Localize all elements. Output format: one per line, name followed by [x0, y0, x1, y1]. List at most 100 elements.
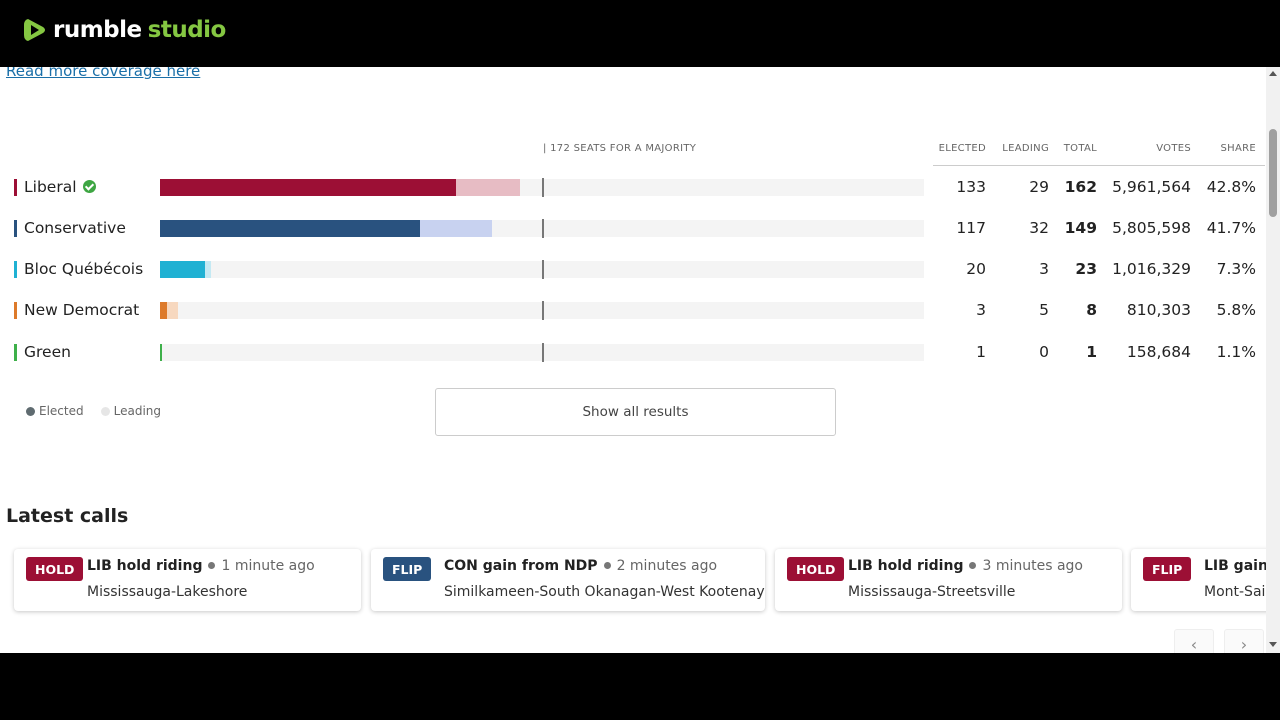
vote-count: 158,684 — [1126, 343, 1191, 361]
party-color-flag — [14, 179, 17, 196]
party-color-flag — [14, 220, 17, 237]
majority-marker — [542, 219, 545, 238]
call-time: 1 minute ago — [221, 558, 315, 574]
party-row: Bloc Québécois 20 3 23 1,016,329 7.3% — [0, 255, 1265, 285]
logo-word-rumble: rumble — [53, 17, 142, 43]
call-time: 2 minutes ago — [616, 558, 718, 574]
call-headline: LIB hold riding 1 minute ago — [87, 558, 315, 574]
majority-marker — [542, 301, 545, 320]
call-headline: LIB gain — [1204, 558, 1268, 574]
total-count: 1 — [1086, 343, 1097, 361]
carousel-next-button[interactable]: › — [1224, 629, 1264, 653]
seat-bar-elected — [160, 344, 163, 361]
call-type-badge: FLIP — [1143, 557, 1192, 581]
call-riding-name: Similkameen-South Okanagan-West Kootenay — [444, 584, 765, 600]
leading-count: 0 — [1039, 343, 1049, 361]
call-headline-text: LIB hold riding — [848, 558, 964, 574]
call-riding-name: Mississauga-Streetsville — [848, 584, 1016, 600]
total-count: 149 — [1064, 219, 1097, 237]
vote-share: 42.8% — [1206, 178, 1256, 196]
latest-calls-title: Latest calls — [6, 505, 129, 527]
vote-count: 5,805,598 — [1112, 219, 1191, 237]
elected-count: 1 — [976, 343, 986, 361]
vertical-scrollbar[interactable] — [1266, 67, 1280, 653]
legend-elected-label: Elected — [39, 404, 84, 418]
call-riding-name: Mont-Sai — [1204, 584, 1266, 600]
column-header-total: TOTAL — [1063, 143, 1097, 154]
seat-bar-leading — [166, 302, 178, 319]
column-header-leading: LEADING — [1002, 143, 1049, 154]
elected-count: 3 — [976, 301, 986, 319]
rumble-studio-logo: rumble studio — [22, 16, 226, 44]
column-header-elected: ELECTED — [938, 143, 986, 154]
party-name-label: Liberal — [24, 178, 77, 196]
vote-count: 810,303 — [1126, 301, 1191, 319]
show-all-results-button[interactable]: Show all results — [435, 388, 836, 436]
party-row: Green 1 0 1 158,684 1.1% — [0, 338, 1265, 368]
party-name: Conservative — [24, 219, 126, 237]
read-more-coverage-link[interactable]: Read more coverage here — [6, 67, 201, 80]
seat-bar-track — [160, 179, 924, 196]
vote-share: 7.3% — [1216, 260, 1256, 278]
seat-bar-track — [160, 302, 924, 319]
seat-bar-elected — [160, 261, 205, 278]
party-name-label: Bloc Québécois — [24, 260, 144, 278]
majority-marker — [542, 178, 545, 197]
majority-marker — [542, 260, 545, 279]
leading-count: 5 — [1039, 301, 1049, 319]
leading-count: 29 — [1029, 178, 1049, 196]
vote-count: 1,016,329 — [1112, 260, 1191, 278]
seat-bar-leading — [455, 179, 521, 196]
party-row: New Democrat 3 5 8 810,303 5.8% — [0, 296, 1265, 326]
seat-bar-track — [160, 344, 924, 361]
party-name: New Democrat — [24, 301, 139, 319]
elected-count: 20 — [966, 260, 986, 278]
party-name-label: Green — [24, 343, 71, 361]
carousel-prev-button[interactable]: ‹ — [1174, 629, 1214, 653]
party-row: Conservative 117 32 149 5,805,598 41.7% — [0, 214, 1265, 244]
legend-elected-dot — [26, 406, 35, 416]
elected-count: 117 — [956, 219, 986, 237]
leading-count: 3 — [1039, 260, 1049, 278]
party-color-flag — [14, 261, 17, 278]
seat-bar-track — [160, 220, 924, 237]
page-viewport: Read more coverage here | 172 SEATS FOR … — [0, 67, 1280, 653]
call-headline-text: CON gain from NDP — [444, 558, 598, 574]
check-circle-icon — [82, 180, 96, 193]
column-header-share: SHARE — [1220, 143, 1256, 154]
call-time: 3 minutes ago — [982, 558, 1083, 574]
seat-bar-leading — [204, 261, 212, 278]
rumble-play-icon — [24, 19, 45, 41]
seat-bar-track — [160, 261, 924, 278]
scroll-up-arrow-icon[interactable] — [1269, 71, 1277, 76]
column-header-votes: VOTES — [1156, 143, 1191, 154]
seat-bar-leading — [420, 220, 492, 237]
latest-call-card[interactable]: FLIP LIB gain Mont-Sai — [1131, 549, 1280, 611]
chart-legend: Elected Leading — [26, 404, 178, 418]
majority-label: | 172 SEATS FOR A MAJORITY — [543, 143, 697, 154]
party-color-flag — [14, 302, 17, 319]
call-headline: CON gain from NDP 2 minutes ago — [444, 558, 717, 574]
call-headline-text: LIB gain — [1204, 558, 1268, 574]
header-divider — [933, 165, 1265, 166]
separator-dot — [603, 562, 611, 569]
call-type-badge: HOLD — [26, 557, 84, 581]
call-headline: LIB hold riding 3 minutes ago — [848, 558, 1083, 574]
latest-call-card[interactable]: FLIP CON gain from NDP 2 minutes ago Similk… — [371, 549, 765, 611]
party-name-label: New Democrat — [24, 301, 140, 319]
vote-share: 1.1% — [1216, 343, 1256, 361]
party-color-flag — [14, 344, 17, 361]
scrollbar-thumb[interactable] — [1269, 129, 1277, 217]
top-bar: rumble studio — [0, 0, 1280, 67]
latest-call-card[interactable]: HOLD LIB hold riding 3 minutes ago Mississa… — [775, 549, 1122, 611]
majority-marker — [542, 343, 545, 362]
party-name: Green — [24, 343, 71, 361]
legend-item-leading: Leading — [100, 404, 161, 418]
latest-call-card[interactable]: HOLD LIB hold riding 1 minute ago Mississau… — [14, 549, 361, 611]
scroll-down-arrow-icon[interactable] — [1269, 642, 1277, 647]
call-riding-name: Mississauga-Lakeshore — [87, 584, 248, 600]
call-type-badge: HOLD — [787, 557, 845, 581]
elected-count: 133 — [956, 178, 986, 196]
vote-share: 5.8% — [1216, 301, 1256, 319]
party-row: Liberal 133 29 162 5,961,564 42.8% — [0, 173, 1265, 203]
